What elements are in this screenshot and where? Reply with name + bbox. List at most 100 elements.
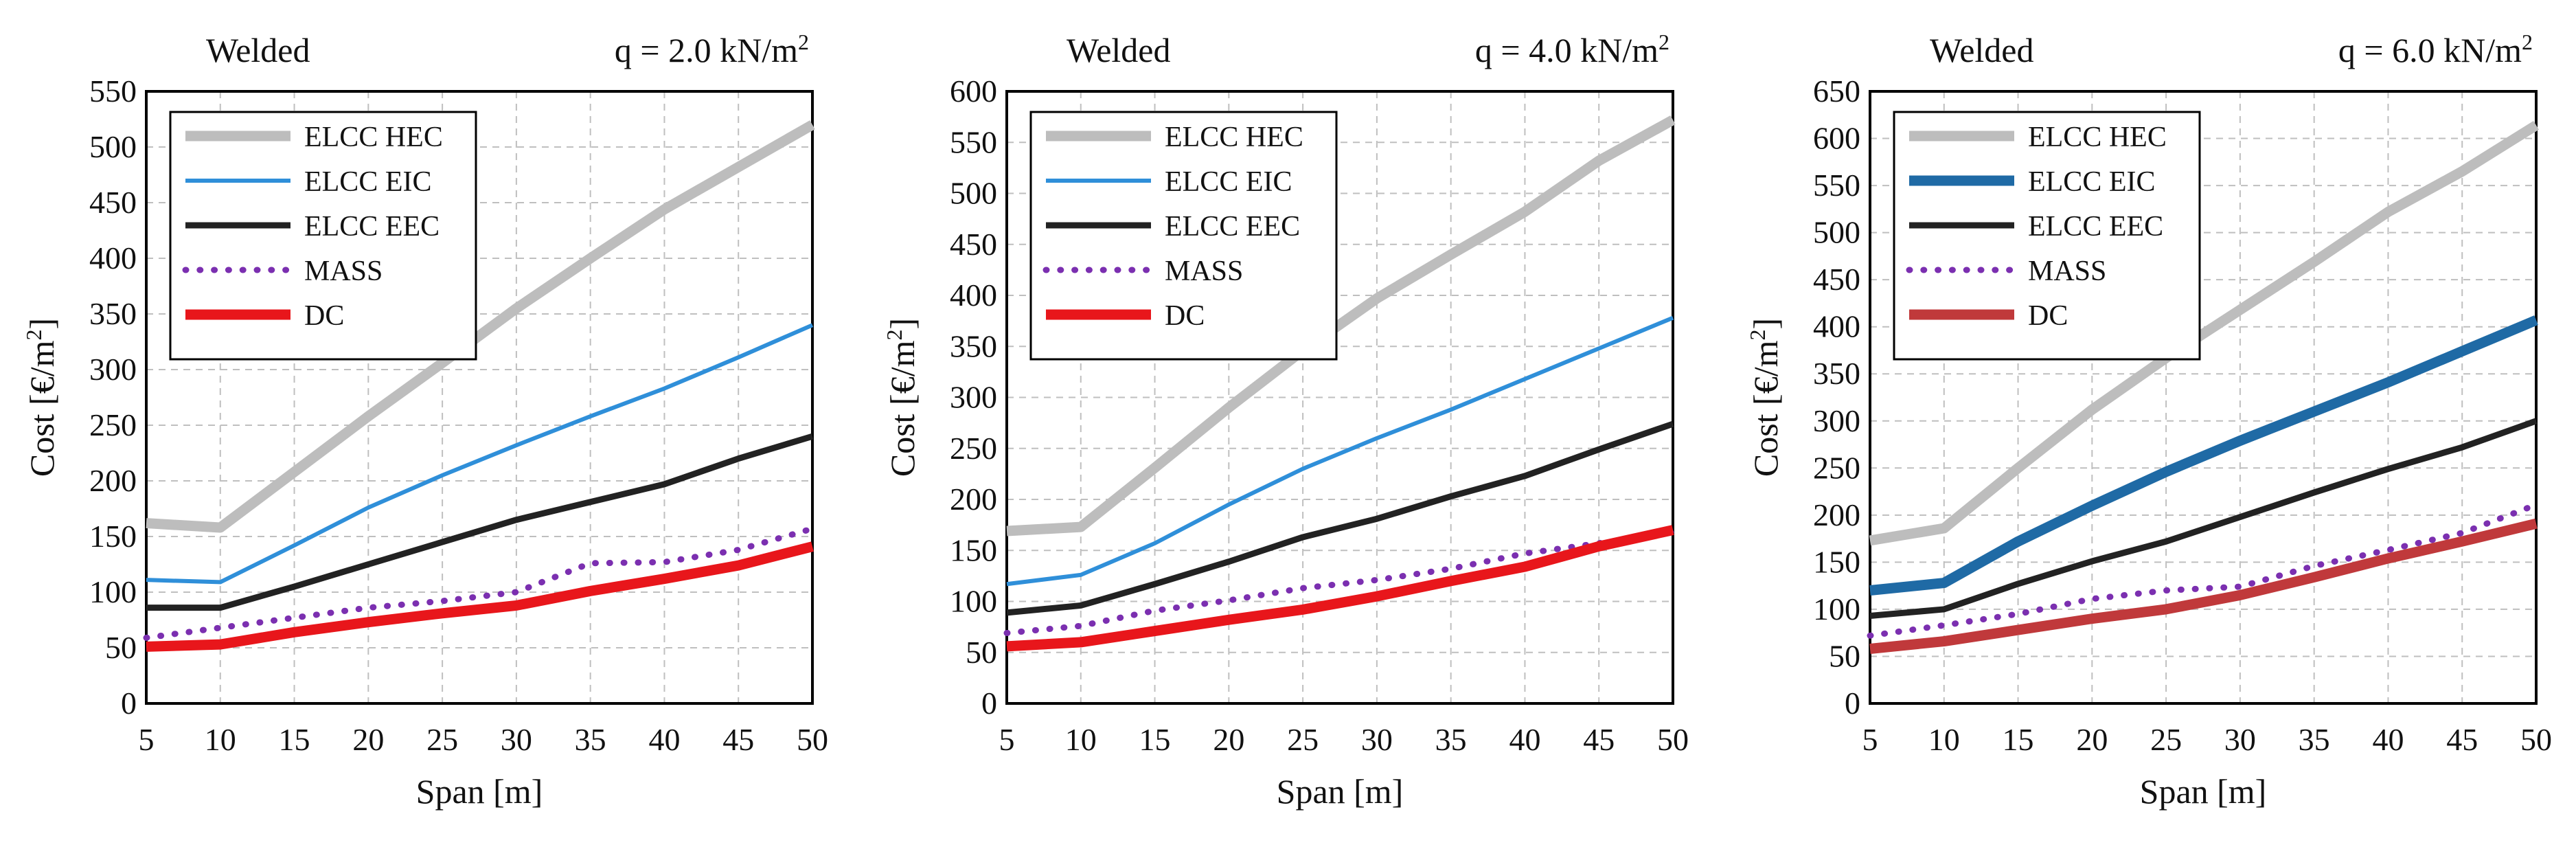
- y-tick-label: 50: [105, 630, 137, 665]
- y-tick-label: 100: [89, 574, 137, 609]
- y-tick-label: 100: [950, 584, 997, 619]
- x-tick-label: 30: [1361, 722, 1393, 757]
- y-tick-label: 300: [1813, 403, 1860, 438]
- x-tick-label: 45: [1583, 722, 1615, 757]
- x-tick-label: 10: [1065, 722, 1097, 757]
- y-tick-label: 350: [89, 296, 137, 331]
- y-axis-label: Cost [€/m2]: [1745, 318, 1785, 477]
- y-tick-label: 550: [950, 124, 997, 159]
- y-tick-label: 600: [1813, 121, 1860, 156]
- legend-label: ELCC EIC: [1165, 166, 1292, 198]
- x-tick-label: 5: [139, 722, 155, 757]
- x-tick-label: 50: [797, 722, 828, 757]
- y-tick-label: 50: [966, 635, 997, 670]
- y-tick-label: 550: [89, 74, 137, 109]
- y-tick-label: 200: [1813, 497, 1860, 532]
- y-tick-label: 500: [1813, 215, 1860, 250]
- chart-panel-2: 0 50 100 150 200 250 300 350 400 450 500 550 600 5 10 1…: [882, 30, 1689, 811]
- series-line-elcc-eec: [146, 433, 814, 611]
- x-tick-label: 10: [1928, 722, 1960, 757]
- x-tick-label: 25: [1287, 722, 1319, 757]
- x-tick-label: 15: [279, 722, 310, 757]
- panel-header-left: Welded: [206, 31, 310, 69]
- x-tick-label: 25: [426, 722, 458, 757]
- legend-label: MASS: [1165, 256, 1243, 287]
- legend-label: ELCC EEC: [1165, 211, 1300, 242]
- y-tick-label: 600: [950, 74, 997, 109]
- legend-label: ELCC EEC: [304, 211, 440, 242]
- y-tick-label: 50: [1829, 638, 1860, 673]
- legend-label: DC: [1165, 300, 1205, 332]
- x-tick-label: 50: [2520, 722, 2552, 757]
- x-axis-label: Span [m]: [1277, 772, 1404, 811]
- x-tick-label: 20: [352, 722, 384, 757]
- panel-header-load: q = 2.0 kN/m2: [615, 30, 809, 69]
- y-tick-label: 550: [1813, 168, 1860, 203]
- chart-panel-3: 0501001502002503003504004505005506006505…: [1745, 30, 2552, 811]
- legend-label: ELCC EEC: [2028, 211, 2163, 242]
- x-tick-label: 35: [2299, 722, 2330, 757]
- x-tick-label: 20: [2076, 722, 2108, 757]
- y-tick-label: 250: [1813, 450, 1860, 485]
- y-tick-label: 200: [89, 463, 137, 498]
- y-tick-label: 250: [950, 431, 997, 466]
- y-tick-label: 350: [950, 328, 997, 363]
- y-axis-label: Cost [€/m2]: [882, 318, 922, 477]
- x-tick-label: 30: [501, 722, 532, 757]
- y-tick-label: 300: [89, 352, 137, 387]
- series-line-elcc-eic: [1869, 315, 2538, 596]
- plot-frame: [1005, 90, 1674, 705]
- y-tick-label: 0: [981, 686, 997, 721]
- panel-header-load: q = 4.0 kN/m2: [1475, 30, 1669, 69]
- y-tick-label: 500: [89, 129, 137, 164]
- x-tick-label: 5: [1862, 722, 1878, 757]
- series-line-dc: [146, 541, 814, 652]
- legend-label: ELCC HEC: [2028, 122, 2167, 153]
- x-tick-label: 45: [722, 722, 754, 757]
- y-tick-label: 200: [950, 482, 997, 517]
- plot-frame: [145, 90, 814, 705]
- x-tick-label: 5: [999, 722, 1015, 757]
- y-tick-label: 450: [1813, 262, 1860, 297]
- series-line-elcc-eec: [1006, 420, 1674, 616]
- x-tick-label: 30: [2224, 722, 2256, 757]
- y-tick-label: 150: [1813, 544, 1860, 579]
- series-line-elcc-eic: [146, 323, 814, 585]
- y-tick-label: 450: [950, 227, 997, 262]
- legend-label: ELCC EIC: [304, 166, 432, 198]
- x-axis-label: Span [m]: [2140, 772, 2267, 811]
- legend-label: ELCC EIC: [2028, 166, 2156, 198]
- x-tick-label: 40: [648, 722, 680, 757]
- legend-label: DC: [2028, 300, 2068, 332]
- y-tick-label: 400: [950, 278, 997, 313]
- panel-header-left: Welded: [1067, 31, 1170, 69]
- x-tick-label: 45: [2446, 722, 2478, 757]
- y-tick-label: 100: [1813, 591, 1860, 626]
- x-tick-label: 35: [575, 722, 606, 757]
- series-line-mass: [1003, 529, 1676, 637]
- panel-header-left: Welded: [1930, 31, 2033, 69]
- legend-label: MASS: [2028, 256, 2106, 287]
- y-tick-label: 400: [89, 240, 137, 275]
- x-tick-label: 15: [2003, 722, 2034, 757]
- series-line-mass: [143, 526, 816, 641]
- series-line-dc: [1006, 525, 1674, 652]
- x-tick-label: 35: [1435, 722, 1467, 757]
- y-tick-label: 300: [950, 380, 997, 415]
- x-tick-label: 10: [205, 722, 236, 757]
- x-tick-label: 15: [1139, 722, 1171, 757]
- x-tick-label: 25: [2150, 722, 2182, 757]
- y-tick-label: 0: [121, 686, 137, 721]
- panel-header-load: q = 6.0 kN/m2: [2338, 30, 2533, 69]
- x-tick-label: 20: [1213, 722, 1244, 757]
- y-tick-label: 450: [89, 185, 137, 220]
- legend-label: DC: [304, 300, 344, 332]
- series-line-elcc-hec: [146, 120, 815, 533]
- y-tick-label: 650: [1813, 74, 1860, 109]
- x-tick-label: 40: [2372, 722, 2404, 757]
- series-line-elcc-eec: [1869, 418, 2538, 620]
- series-line-elcc-hec: [1869, 120, 2539, 546]
- series-line-mass: [1867, 501, 2540, 639]
- y-tick-label: 400: [1813, 309, 1860, 344]
